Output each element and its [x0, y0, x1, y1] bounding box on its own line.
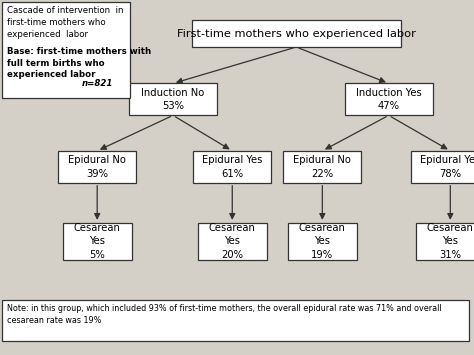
- Text: Cesarean
Yes
20%: Cesarean Yes 20%: [209, 223, 255, 260]
- Text: Epidural Yes
78%: Epidural Yes 78%: [420, 155, 474, 179]
- Text: Epidural No
22%: Epidural No 22%: [293, 155, 351, 179]
- FancyBboxPatch shape: [193, 151, 271, 183]
- FancyBboxPatch shape: [288, 223, 356, 260]
- FancyBboxPatch shape: [192, 20, 401, 47]
- FancyBboxPatch shape: [411, 151, 474, 183]
- Text: n=821: n=821: [82, 79, 113, 88]
- FancyBboxPatch shape: [63, 223, 131, 260]
- FancyBboxPatch shape: [129, 83, 217, 115]
- Text: Induction Yes
47%: Induction Yes 47%: [356, 88, 421, 111]
- Text: Cascade of intervention  in
first-time mothers who
experienced  labor: Cascade of intervention in first-time mo…: [7, 6, 124, 39]
- FancyBboxPatch shape: [2, 2, 130, 98]
- Text: Cesarean
Yes
19%: Cesarean Yes 19%: [299, 223, 346, 260]
- FancyBboxPatch shape: [2, 300, 469, 341]
- Text: Cesarean
Yes
31%: Cesarean Yes 31%: [427, 223, 474, 260]
- FancyBboxPatch shape: [283, 151, 361, 183]
- Text: Note: in this group, which included 93% of first-time mothers, the overall epidu: Note: in this group, which included 93% …: [7, 304, 442, 325]
- FancyBboxPatch shape: [416, 223, 474, 260]
- Text: Cesarean
Yes
5%: Cesarean Yes 5%: [74, 223, 120, 260]
- Text: Base: first-time mothers with
full term births who
experienced labor: Base: first-time mothers with full term …: [7, 47, 151, 80]
- Text: Induction No
53%: Induction No 53%: [141, 88, 205, 111]
- Text: First-time mothers who experienced labor: First-time mothers who experienced labor: [177, 29, 416, 39]
- FancyBboxPatch shape: [58, 151, 136, 183]
- Text: Epidural Yes
61%: Epidural Yes 61%: [202, 155, 263, 179]
- FancyBboxPatch shape: [345, 83, 432, 115]
- FancyBboxPatch shape: [198, 223, 266, 260]
- Text: Epidural No
39%: Epidural No 39%: [68, 155, 126, 179]
